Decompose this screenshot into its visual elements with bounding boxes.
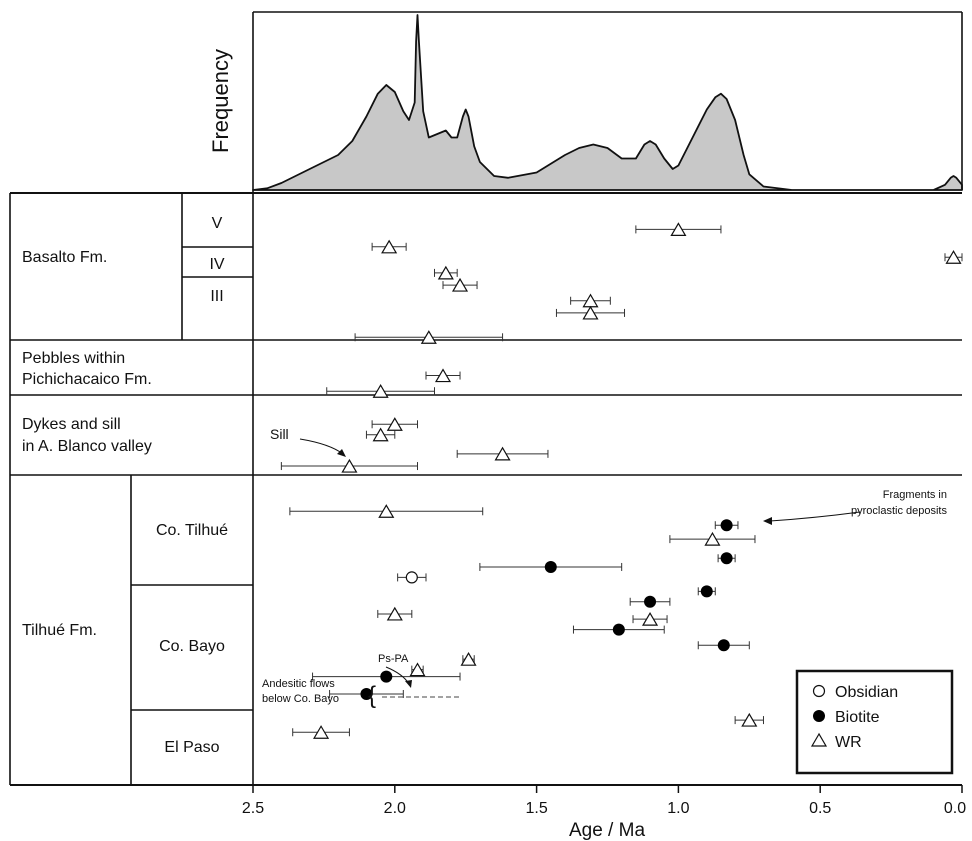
wr-point-2 bbox=[945, 250, 962, 264]
biotite-point-8 bbox=[360, 687, 373, 700]
obsidian-point-0 bbox=[405, 571, 418, 584]
legend-label-biotite: Biotite bbox=[835, 709, 880, 726]
frequency-curve bbox=[252, 14, 963, 191]
group-label-pebbles-line1: Pebbles within bbox=[22, 350, 125, 367]
wr-point-16 bbox=[386, 606, 403, 621]
y-axis-label-frequency: Frequency bbox=[208, 49, 233, 153]
biotite-point-5 bbox=[612, 623, 625, 636]
biotite-point-7 bbox=[380, 670, 393, 683]
legend-symbol-wr bbox=[810, 732, 828, 747]
group-label-pebbles-line2: Pichichacaico Fm. bbox=[22, 371, 152, 388]
annotation-fragments-line2: pyroclastic deposits bbox=[851, 505, 947, 517]
x-tick-label-1: 2.0 bbox=[384, 800, 406, 817]
wr-point-17 bbox=[641, 611, 659, 626]
group-label-basalto: Basalto Fm. bbox=[22, 249, 107, 266]
frequency-panel bbox=[252, 14, 963, 191]
annotation-andesitic-brace: { bbox=[368, 682, 376, 709]
annotation-sill-arrow bbox=[299, 438, 344, 455]
subgroup-label-v: V bbox=[212, 215, 223, 232]
x-tick-label-4: 0.5 bbox=[809, 800, 831, 817]
group-label-dykes-line1: Dykes and sill bbox=[22, 416, 121, 433]
wr-point-14 bbox=[378, 504, 395, 518]
wr-point-15 bbox=[704, 531, 721, 546]
wr-point-4 bbox=[451, 277, 469, 292]
x-tick-label-2: 1.5 bbox=[525, 800, 547, 817]
annotations: Sill Fragments in pyroclastic deposits P… bbox=[262, 426, 947, 709]
wr-point-8 bbox=[434, 368, 452, 383]
annotation-sill-arrowhead bbox=[337, 449, 346, 457]
biotite-point-0 bbox=[720, 519, 733, 532]
annotation-fragments-arrow bbox=[769, 511, 861, 522]
annotation-pspa: Ps-PA bbox=[378, 653, 409, 665]
annotation-fragments-arrowhead bbox=[763, 517, 772, 525]
legend-label-obsidian: Obsidian bbox=[835, 684, 898, 701]
legend-symbol-biotite bbox=[813, 710, 825, 722]
group-labels: Basalto Fm. V IV III Pebbles within Pich… bbox=[22, 215, 228, 756]
x-tick-label-0: 2.5 bbox=[242, 800, 264, 817]
subgroup-label-co-tilhue: Co. Tilhué bbox=[156, 522, 228, 539]
biotite-point-2 bbox=[544, 560, 557, 573]
group-label-tilhue-fm: Tilhué Fm. bbox=[22, 622, 97, 639]
data-layer bbox=[280, 222, 963, 739]
wr-point-20 bbox=[741, 712, 758, 727]
wr-point-9 bbox=[372, 384, 389, 398]
legend-label-wr: WR bbox=[835, 734, 862, 751]
subgroup-label-iv: IV bbox=[209, 256, 224, 273]
wr-point-3 bbox=[437, 265, 454, 280]
wr-point-6 bbox=[582, 305, 599, 320]
legend-symbol-obsidian bbox=[812, 684, 826, 698]
annotation-andesitic-line1: Andesitic flows bbox=[262, 678, 335, 690]
x-tick-label-5: 0.0 bbox=[944, 800, 966, 817]
x-axis: 2.5 2.0 1.5 1.0 0.5 0.0 bbox=[242, 785, 966, 817]
annotation-fragments-line1: Fragments in bbox=[883, 489, 947, 501]
wr-point-1 bbox=[381, 239, 398, 254]
wr-point-13 bbox=[341, 458, 358, 473]
subgroup-label-iii: III bbox=[210, 288, 223, 305]
wr-point-0 bbox=[670, 222, 687, 236]
group-label-dykes-line2: in A. Blanco valley bbox=[22, 438, 152, 455]
group-table-frame bbox=[9, 11, 963, 786]
wr-point-12 bbox=[494, 446, 511, 461]
annotation-andesitic-line2: below Co. Bayo bbox=[262, 693, 339, 705]
biotite-point-1 bbox=[720, 552, 733, 565]
wr-point-10 bbox=[386, 417, 403, 431]
biotite-point-3 bbox=[700, 585, 713, 598]
legend: Obsidian Biotite WR bbox=[795, 669, 954, 775]
wr-point-11 bbox=[372, 427, 389, 442]
wr-point-19 bbox=[409, 662, 426, 677]
subgroup-label-el-paso: El Paso bbox=[164, 739, 219, 756]
wr-point-7 bbox=[420, 330, 437, 344]
x-tick-label-3: 1.0 bbox=[667, 800, 689, 817]
subgroup-label-co-bayo: Co. Bayo bbox=[159, 638, 225, 655]
annotation-pspa-arrowhead bbox=[405, 680, 412, 688]
wr-point-21 bbox=[313, 725, 330, 739]
annotation-sill: Sill bbox=[270, 426, 289, 442]
biotite-point-4 bbox=[644, 595, 657, 608]
biotite-point-6 bbox=[717, 639, 730, 652]
wr-point-18 bbox=[460, 651, 477, 666]
x-axis-label: Age / Ma bbox=[569, 820, 645, 841]
